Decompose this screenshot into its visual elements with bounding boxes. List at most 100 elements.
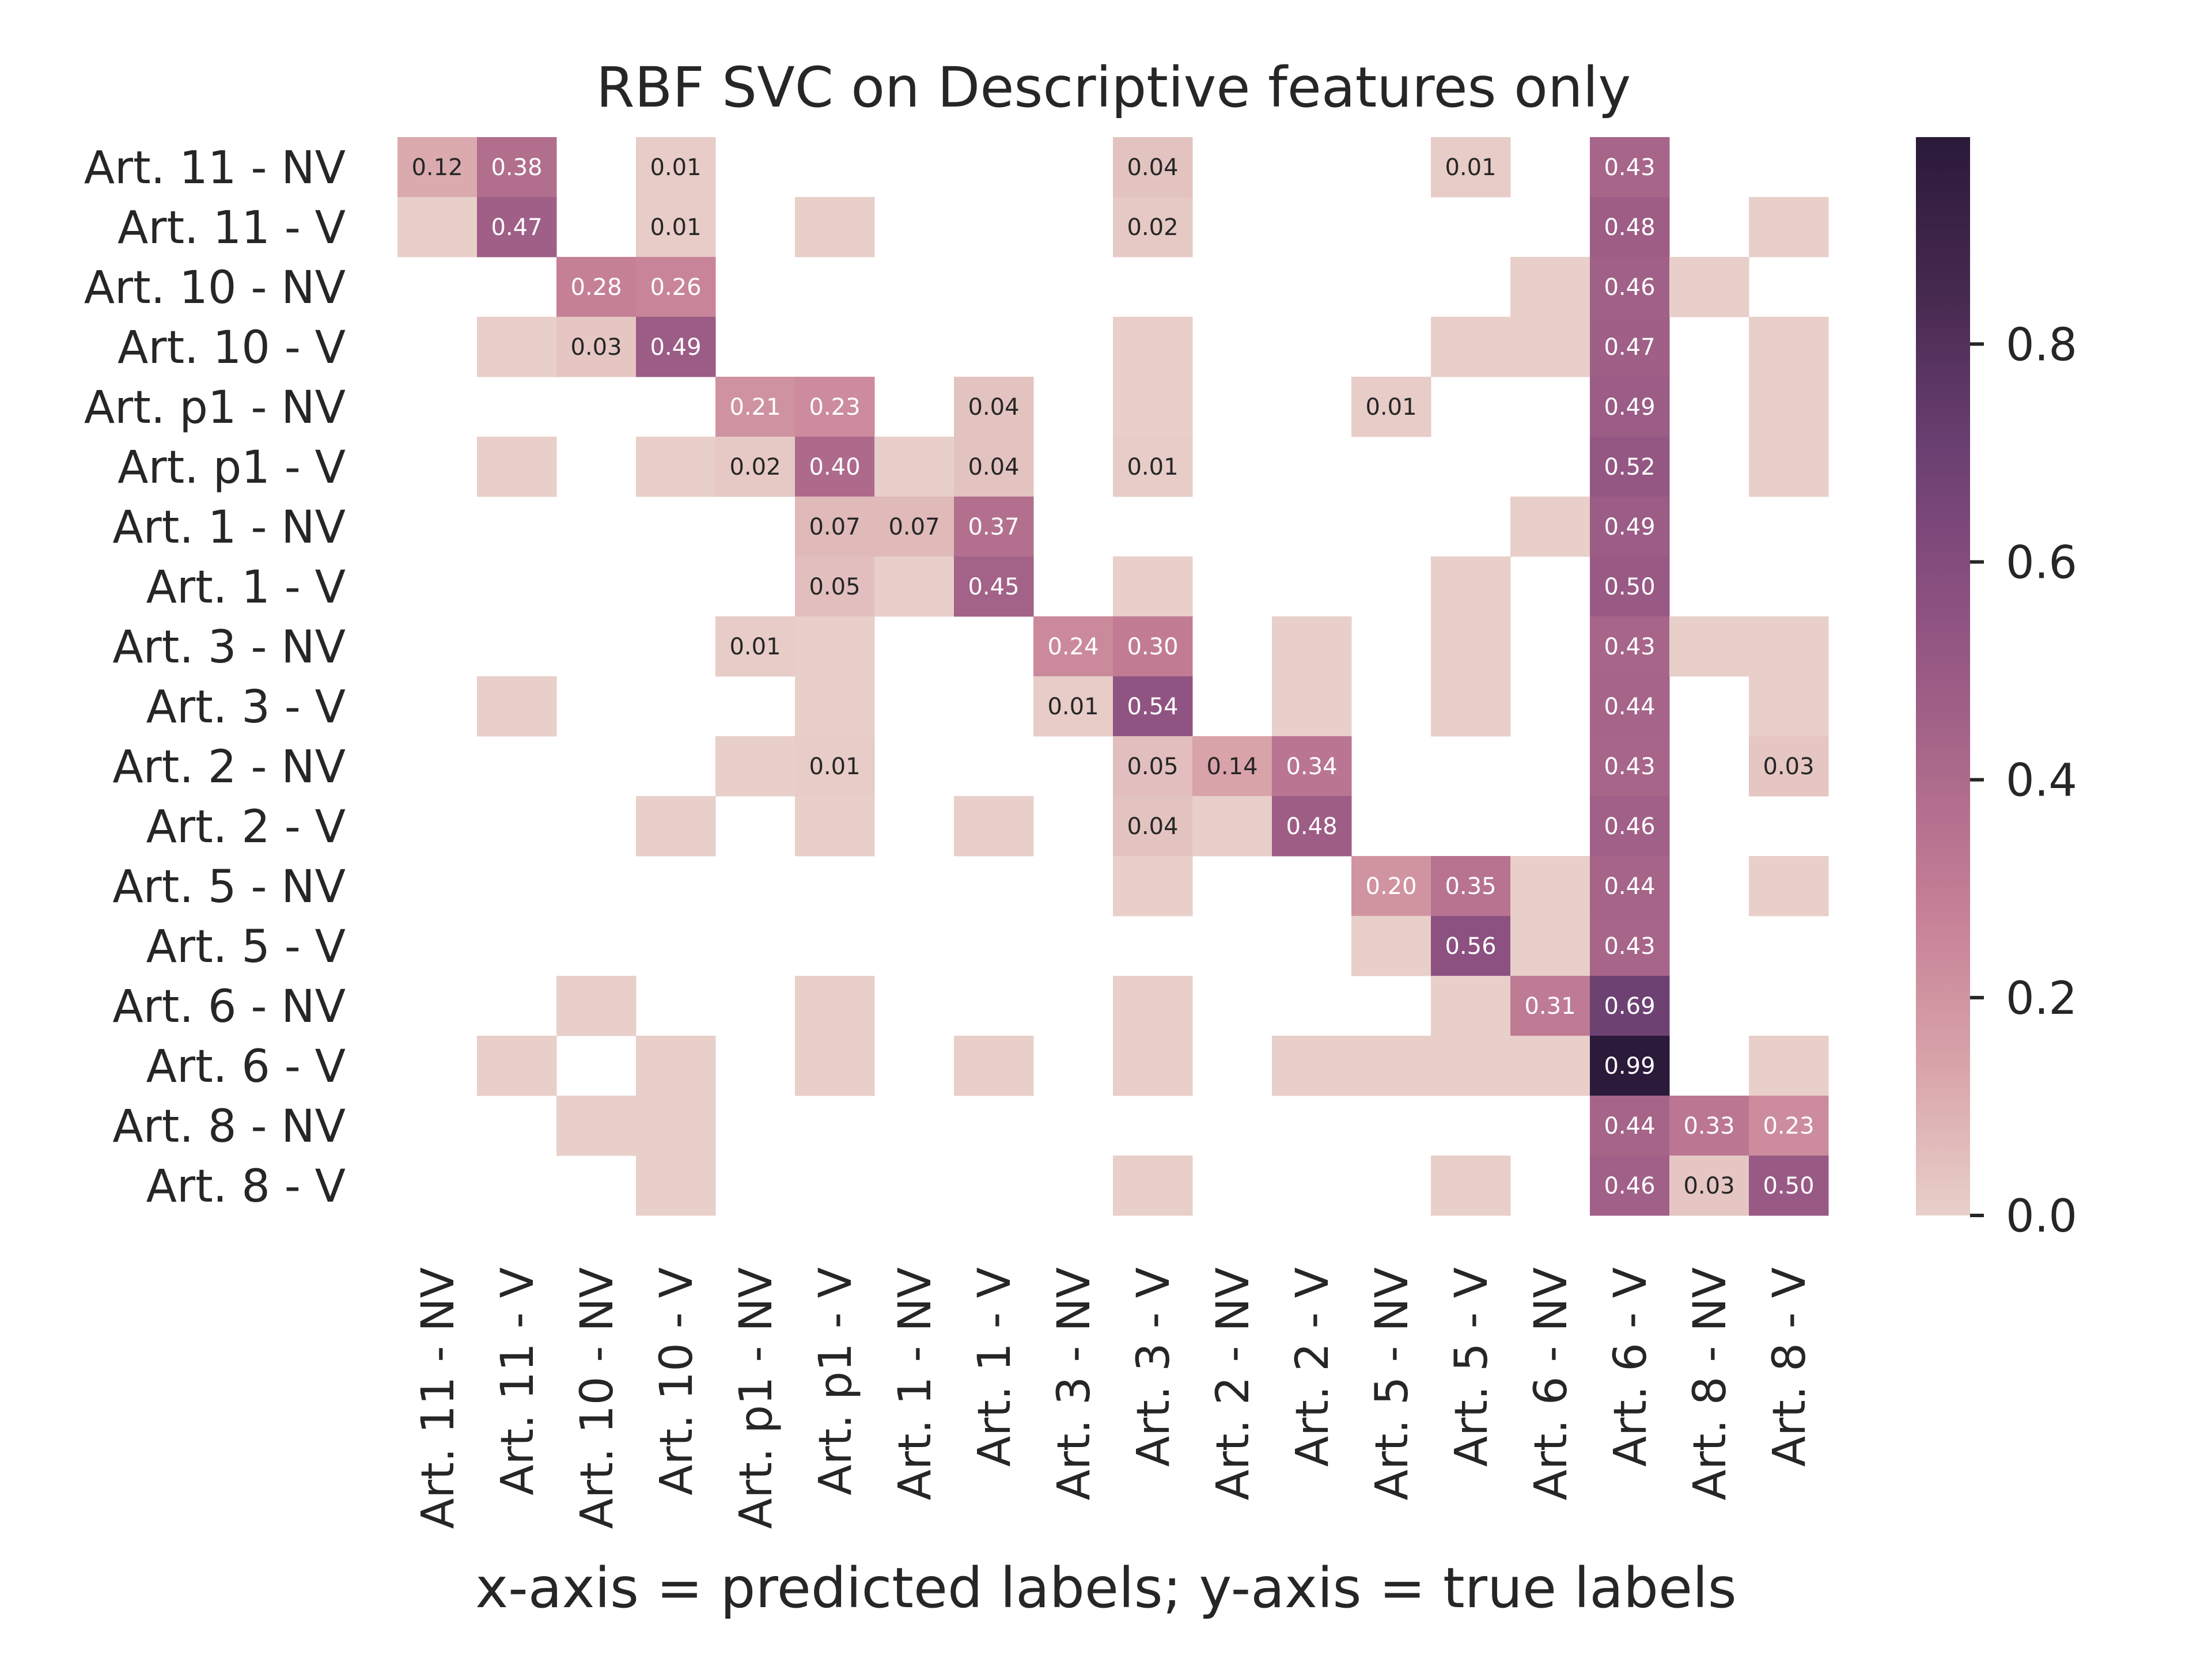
heatmap-cell <box>715 736 796 797</box>
heatmap-cell <box>1113 437 1193 497</box>
heatmap-cell <box>1431 676 1511 737</box>
y-axis-tick-labels: Art. 11 - NV Art. 11 - V Art. 10 - NV Art. … <box>84 142 346 1213</box>
heatmap-cell <box>795 976 875 1036</box>
heatmap-cell <box>1749 377 1829 437</box>
heatmap-cell <box>636 1036 716 1096</box>
y-tick-label: Art. 3 - NV <box>112 622 346 673</box>
heatmap-cell <box>1351 856 1431 916</box>
heatmap-cell <box>795 736 875 797</box>
heatmap-cell-label: 0.31 <box>1524 993 1575 1020</box>
heatmap-cell-label: 0.26 <box>650 274 701 301</box>
heatmap-cell <box>1590 856 1670 916</box>
heatmap-cell <box>1113 856 1193 916</box>
heatmap-cell-label: 0.01 <box>1047 694 1099 720</box>
chart-title: RBF SVC on Descriptive features only <box>596 55 1631 120</box>
heatmap-cell <box>1113 377 1193 437</box>
heatmap-cell-label: 0.35 <box>1445 873 1496 900</box>
heatmap-cell <box>1431 1036 1511 1096</box>
heatmap-cell <box>1431 137 1511 198</box>
y-tick-label: Art. 6 - V <box>146 1041 346 1093</box>
heatmap-cell-label: 0.69 <box>1604 993 1655 1020</box>
heatmap-cell <box>636 796 716 857</box>
y-tick-label: Art. 5 - V <box>146 921 346 973</box>
heatmap-cell <box>874 497 955 557</box>
heatmap-cell <box>636 1156 716 1216</box>
y-tick-label: Art. p1 - NV <box>84 382 346 434</box>
heatmap-cell <box>1590 916 1670 976</box>
heatmap-cell <box>1510 497 1590 557</box>
y-tick-label: Art. 8 - NV <box>112 1101 346 1153</box>
heatmap-cell <box>1113 197 1193 257</box>
heatmap-cell <box>1192 796 1272 857</box>
heatmap-cell-label: 0.49 <box>1604 514 1655 540</box>
heatmap-cell-label: 0.46 <box>1604 1173 1655 1199</box>
heatmap-cell <box>954 1036 1034 1096</box>
heatmap-cell <box>795 1036 875 1096</box>
heatmap-cell <box>477 676 557 737</box>
heatmap-cell <box>1431 556 1511 617</box>
heatmap-cell <box>477 437 557 497</box>
heatmap-cell <box>1113 736 1193 797</box>
heatmap-cell <box>556 257 637 317</box>
heatmap-cell <box>1510 1036 1590 1096</box>
y-tick-label: Art. 1 - NV <box>112 502 346 554</box>
y-tick-label: Art. 10 - V <box>118 322 346 374</box>
y-tick-label: Art. 3 - V <box>146 681 346 733</box>
heatmap-cell-label: 0.07 <box>888 514 940 540</box>
x-tick-label: Art. 2 - NV <box>1207 1267 1259 1501</box>
heatmap-cell-label: 0.33 <box>1683 1113 1734 1139</box>
heatmap-cell-label: 0.54 <box>1127 694 1178 720</box>
heatmap-cell <box>1272 616 1352 677</box>
heatmap-cell <box>397 197 478 257</box>
heatmap-cell <box>636 137 716 198</box>
heatmap-cell <box>636 1096 716 1156</box>
heatmap-cell-label: 0.40 <box>809 454 860 480</box>
heatmap-cell <box>1113 676 1193 737</box>
heatmap-cell <box>477 137 557 198</box>
heatmap-cell-label: 0.43 <box>1604 154 1655 181</box>
heatmap-cell-label: 0.07 <box>809 514 860 540</box>
heatmap-cell <box>1590 616 1670 677</box>
heatmap-cell <box>1669 1156 1749 1216</box>
heatmap-cell-label: 0.38 <box>491 154 542 181</box>
heatmap-cell-label: 0.46 <box>1604 813 1655 840</box>
heatmap-cell-label: 0.45 <box>968 574 1019 600</box>
heatmap-cell-label: 0.01 <box>650 214 701 241</box>
heatmap-cell <box>477 1036 557 1096</box>
heatmap-cell <box>1669 1096 1749 1156</box>
heatmap-cell <box>1510 916 1590 976</box>
heatmap-cell-label: 0.03 <box>1683 1173 1734 1199</box>
y-tick-label: Art. 2 - V <box>146 801 346 853</box>
heatmap-cell <box>1749 856 1829 916</box>
heatmap-cell <box>636 257 716 317</box>
heatmap-cell-label: 0.43 <box>1604 753 1655 780</box>
x-tick-label: Art. p1 - V <box>810 1267 862 1495</box>
heatmap-cell-label: 0.49 <box>650 334 701 361</box>
heatmap-cells <box>397 137 1829 1216</box>
heatmap-cell <box>1431 976 1511 1036</box>
y-tick-label: Art. 1 - V <box>146 562 346 613</box>
heatmap-cell <box>1749 437 1829 497</box>
heatmap-cell-label: 0.04 <box>1127 813 1178 840</box>
y-tick-label: Art. 10 - NV <box>84 262 346 314</box>
heatmap-cell-label: 0.02 <box>729 454 781 480</box>
heatmap-cell <box>1033 616 1113 677</box>
heatmap-cell <box>1590 1156 1670 1216</box>
heatmap-cell <box>795 197 875 257</box>
colorbar-tick-label: 0.0 <box>2006 1191 2077 1243</box>
heatmap-cell <box>1590 556 1670 617</box>
x-tick-label: Art. 6 - NV <box>1525 1267 1577 1501</box>
heatmap-cell <box>954 796 1034 857</box>
x-tick-label: Art. 11 - V <box>492 1267 544 1495</box>
heatmap-cell <box>1669 616 1749 677</box>
y-tick-label: Art. 11 - V <box>118 202 346 254</box>
heatmap-cell <box>477 197 557 257</box>
heatmap-cell-label: 0.99 <box>1604 1053 1655 1080</box>
heatmap-cell <box>1272 676 1352 737</box>
heatmap-cell-label: 0.43 <box>1604 933 1655 960</box>
heatmap-cell <box>715 377 796 437</box>
heatmap-cell-label: 0.44 <box>1604 694 1655 720</box>
heatmap-cell <box>1749 197 1829 257</box>
heatmap-cell-label: 0.37 <box>968 514 1019 540</box>
heatmap-cell <box>954 437 1034 497</box>
